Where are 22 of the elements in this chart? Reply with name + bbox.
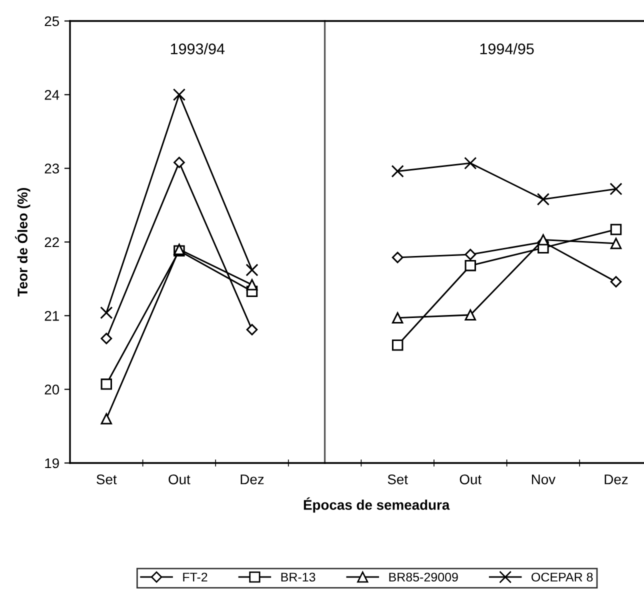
x-axis-title: Épocas de semeadura (304, 497, 450, 513)
legend-label: OCEPAR 8 (532, 572, 593, 582)
legend-label: BR85-29009 (389, 572, 458, 582)
legend-label: BR-13 (281, 572, 316, 582)
y-tick-label: 20 (44, 384, 60, 395)
x-tick-label: Out (168, 474, 190, 484)
x-tick-label: Dez (604, 474, 628, 484)
x-tick-label: Nov (532, 474, 556, 484)
x-tick-label: Dez (240, 474, 264, 484)
x-tick-label: Set (388, 474, 408, 484)
y-tick-label: 19 (45, 458, 59, 468)
y-tick-label: 25 (44, 16, 60, 26)
y-tick-label: 23 (44, 164, 59, 174)
legend-label: FT-2 (183, 572, 208, 582)
x-tick-label: Out (460, 474, 482, 484)
y-tick-label: 22 (44, 237, 59, 248)
y-axis-title: Teor de Óleo (%) (15, 188, 30, 297)
x-tick-label: Set (96, 474, 117, 484)
text: 1994/95 (480, 43, 534, 54)
text: 1993/94 (170, 43, 225, 54)
y-tick-label: 24 (44, 90, 60, 100)
y-tick-label: 21 (44, 311, 59, 321)
